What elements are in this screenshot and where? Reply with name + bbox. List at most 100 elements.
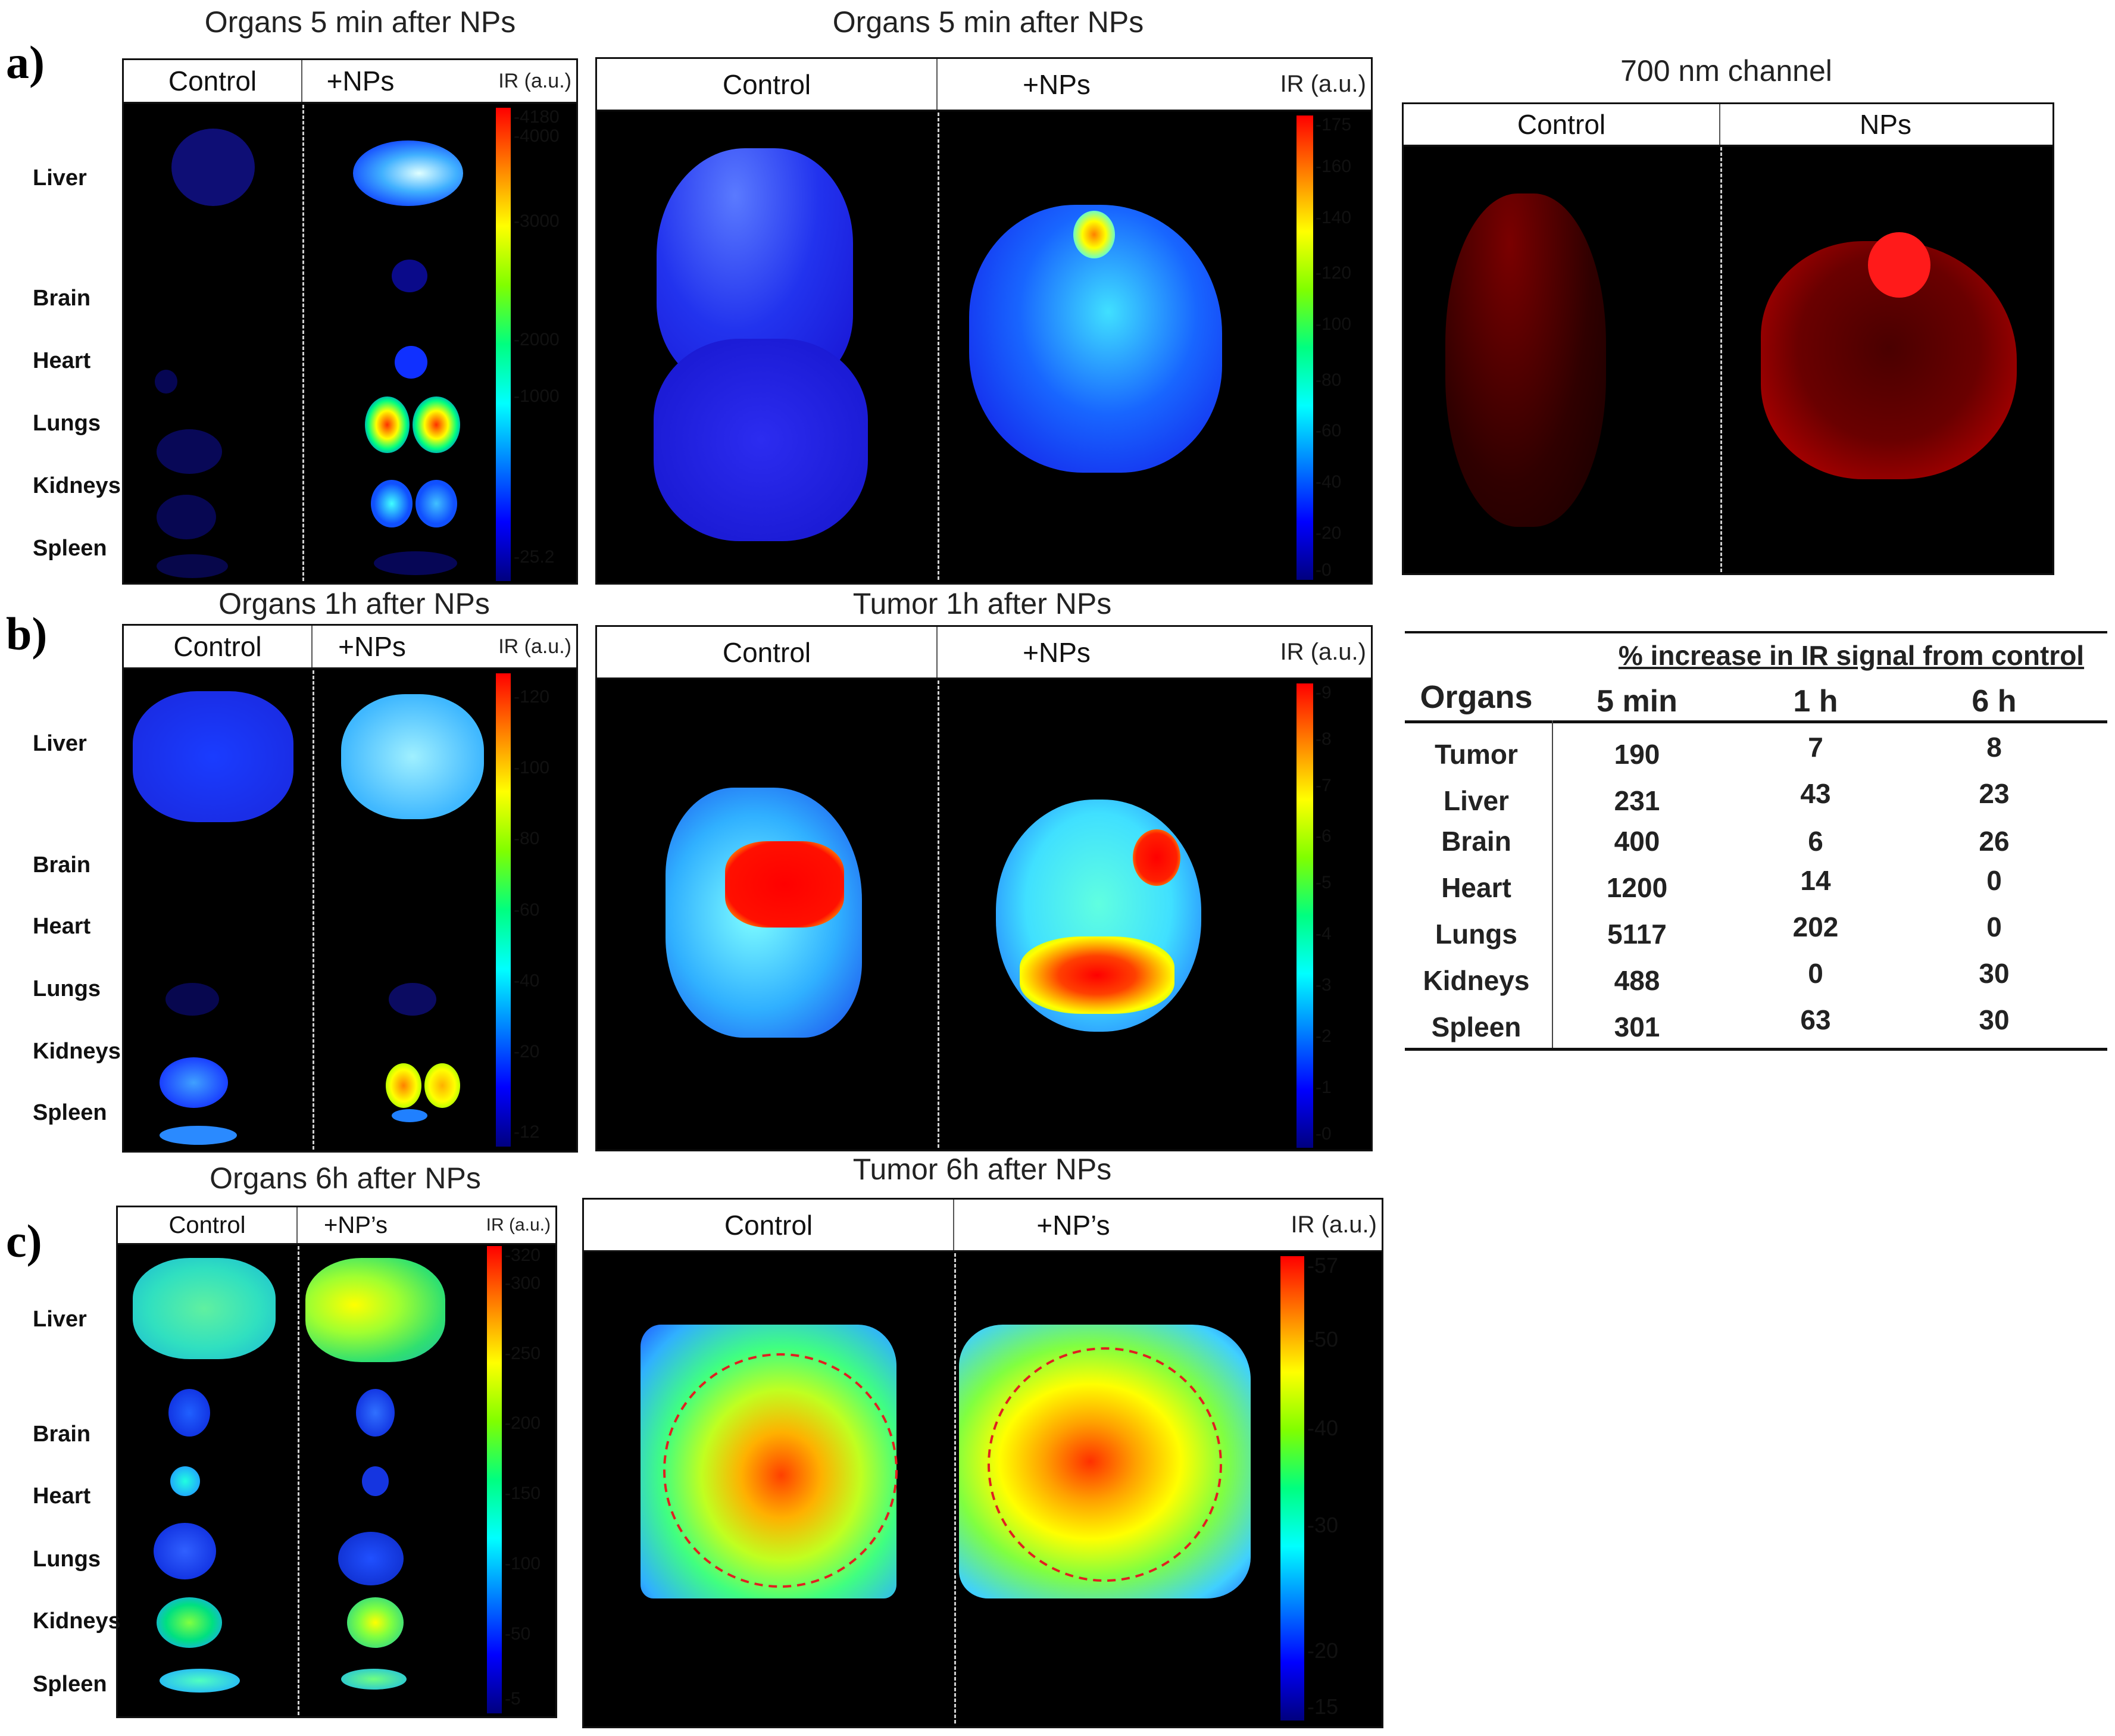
tick-label: 50 <box>505 1625 530 1643</box>
tick-label: 2000 <box>514 330 560 349</box>
organ-label-heart: Heart <box>33 348 91 373</box>
control-kidneys <box>157 495 216 539</box>
channel-700-header: Control NPs <box>1404 104 2052 146</box>
row-c-organs-header: Control +NP’s IR (a.u.) <box>118 1207 555 1245</box>
colorbar <box>487 1246 502 1713</box>
organ-label-brain: Brain <box>33 853 91 878</box>
table-top-rule <box>1405 631 2107 633</box>
divider-line <box>1720 147 1722 572</box>
control-tumor-lower <box>654 339 868 541</box>
row-organ: Spleen <box>1431 1011 1522 1042</box>
row-b-tumor-panel: Control +NPs IR (a.u.) 9 8 7 6 5 4 3 2 1… <box>595 625 1373 1151</box>
nps-spleen <box>392 1109 427 1122</box>
column-header-1h: 1 h <box>1793 684 1838 719</box>
colorbar <box>496 108 511 581</box>
table-column-divider <box>1552 720 1553 1051</box>
tick-label: 57 <box>1307 1254 1338 1276</box>
tick-label: 120 <box>1316 264 1351 282</box>
row-value-1h: 0 <box>1808 958 1823 989</box>
tick-label: 175 <box>1316 115 1351 134</box>
organ-label-heart: Heart <box>33 914 91 939</box>
organ-label-kidneys: Kidneys <box>33 473 121 498</box>
tick-label: 30 <box>1307 1515 1338 1536</box>
colorbar-ticks: 175 160 140 120 100 80 60 40 20 0 <box>1316 115 1369 580</box>
row-value-5min: 400 <box>1614 826 1660 857</box>
header-control: Control <box>584 1200 954 1250</box>
tick-label: 4180 <box>514 108 560 126</box>
tick-label: 8 <box>1316 730 1332 748</box>
organ-label-brain: Brain <box>33 286 91 311</box>
table-header-rule <box>1405 720 2107 723</box>
nps-700-hotspot <box>1868 232 1930 298</box>
colorbar-ticks: 320 300 250 200 150 100 50 5 <box>505 1246 555 1713</box>
tick-label: 5 <box>1316 874 1332 892</box>
nps-brain <box>392 260 427 292</box>
row-value-1h: 63 <box>1800 1004 1831 1035</box>
nps-tumor <box>959 1325 1251 1598</box>
nps-tumor-hotspot-lower <box>1020 936 1174 1014</box>
header-control: Control <box>118 1207 298 1243</box>
row-a-tumor-header: Control +NPs IR (a.u.) <box>597 59 1371 111</box>
tick-label: 5 <box>505 1690 521 1708</box>
row-value-6h: 0 <box>1986 911 2002 942</box>
header-control: Control <box>597 59 938 110</box>
control-brain <box>168 1389 210 1437</box>
control-700-signal <box>1445 193 1606 527</box>
colorbar-ticks: 9 8 7 6 5 4 3 2 1 0 <box>1316 683 1369 1148</box>
row-value-6h: 30 <box>1979 958 2010 989</box>
nps-heart <box>395 346 427 379</box>
ir-unit-label: IR (a.u.) <box>1280 71 1366 97</box>
colorbar-ticks: 57 50 40 30 20 15 <box>1307 1254 1379 1721</box>
channel-700-panel: Control NPs <box>1402 102 2054 575</box>
nps-spleen <box>374 551 457 575</box>
row-value-5min: 190 <box>1614 739 1660 770</box>
row-value-5min: 1200 <box>1606 872 1668 903</box>
header-control: Control <box>124 626 313 667</box>
colorbar <box>1297 115 1313 580</box>
row-b-organs-header: Control +NPs IR (a.u.) <box>124 626 576 669</box>
colorbar <box>1297 683 1313 1148</box>
row-c-tumor-header: Control +NP’s IR (a.u.) <box>584 1200 1382 1252</box>
row-c-organs-title: Organs 6h after NPs <box>210 1162 481 1195</box>
tick-label: 12 <box>514 1123 539 1141</box>
tick-label: 100 <box>1316 316 1351 333</box>
ir-unit-label: IR (a.u.) <box>486 1215 551 1235</box>
tick-label: 3000 <box>514 212 560 230</box>
tick-label: 40 <box>1307 1417 1338 1439</box>
ir-unit-label: IR (a.u.) <box>498 69 571 92</box>
tick-label: 40 <box>1316 473 1341 491</box>
roi-circles <box>663 1347 1222 1588</box>
header-nps: +NPs <box>338 631 406 662</box>
control-tumor <box>641 1325 896 1598</box>
row-value-6h: 30 <box>1979 1004 2010 1035</box>
tick-label: 320 <box>505 1246 541 1264</box>
row-b-tumor-header: Control +NPs IR (a.u.) <box>597 627 1371 679</box>
row-value-1h: 6 <box>1808 826 1823 857</box>
control-liver <box>133 691 293 822</box>
organ-label-heart: Heart <box>33 1484 91 1509</box>
control-lungs <box>165 983 219 1016</box>
panel-label-c: c) <box>6 1215 42 1267</box>
tick-label: 120 <box>514 688 549 706</box>
tick-label: 0 <box>1316 1125 1332 1143</box>
organ-label-spleen: Spleen <box>33 536 107 561</box>
row-value-1h: 202 <box>1792 911 1839 942</box>
header-control: Control <box>597 627 938 677</box>
row-value-6h: 23 <box>1979 778 2010 809</box>
tick-label: 7 <box>1316 776 1332 795</box>
row-organ: Lungs <box>1435 919 1517 950</box>
channel-700-title: 700 nm channel <box>1620 54 1832 88</box>
header-nps: +NPs <box>1023 68 1091 100</box>
tick-label: 4 <box>1316 925 1332 943</box>
nps-liver <box>353 140 463 206</box>
organ-label-brain: Brain <box>33 1422 91 1447</box>
organ-label-lungs: Lungs <box>33 1547 101 1572</box>
tick-label: 6 <box>1316 828 1332 845</box>
organ-label-lungs: Lungs <box>33 411 101 436</box>
table-title: % increase in IR signal from control <box>1618 640 2085 671</box>
tick-label: 100 <box>514 759 549 777</box>
row-organ: Heart <box>1441 872 1511 903</box>
tick-label: 140 <box>1316 208 1351 227</box>
row-value-1h: 7 <box>1808 732 1823 763</box>
control-tumor-hotspot <box>725 841 844 928</box>
